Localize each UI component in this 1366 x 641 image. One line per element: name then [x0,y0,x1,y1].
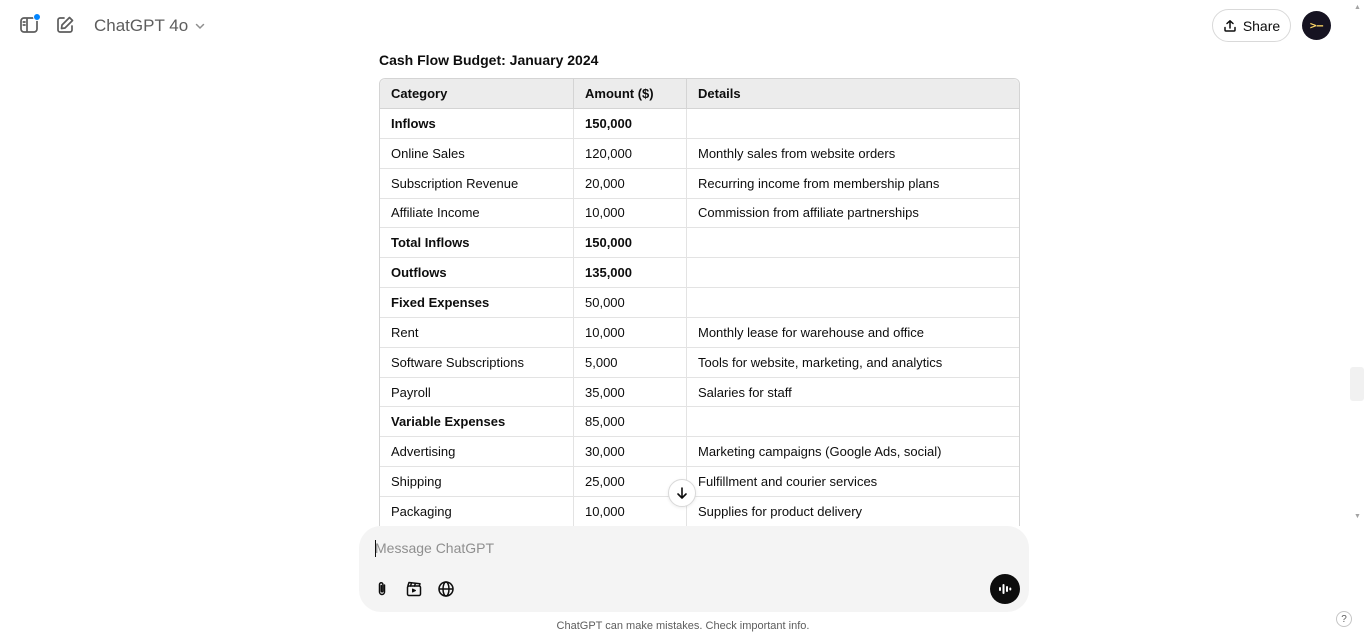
paperclip-icon [378,582,386,596]
cell-amount: 35,000 [574,377,687,408]
voice-waveform-icon [999,584,1012,594]
top-bar: ChatGPT 4o Share >– [0,0,1366,52]
cell-amount: 5,000 [574,347,687,378]
cell-details: Marketing campaigns (Google Ads, social) [687,437,1019,468]
clapperboard-icon [406,581,422,597]
sidebar-toggle-icon [20,17,38,33]
cell-amount: 10,000 [574,496,687,526]
cell-details [687,288,1019,318]
table-row: Outflows 135,000 [380,258,1019,289]
composer [359,526,1029,612]
disclaimer-text: ChatGPT can make mistakes. Check importa… [556,620,810,632]
help-button[interactable]: ? [1336,611,1352,627]
model-selector[interactable]: ChatGPT 4o [94,14,206,38]
table-row: Software Subscriptions 5,000 Tools for web… [380,347,1019,378]
table-header-row: Category Amount ($) Details [380,79,1019,109]
cell-amount: 10,000 [574,317,687,348]
voice-mode-button[interactable] [990,574,1020,604]
text-caret [375,540,376,557]
cell-amount: 150,000 [574,228,687,259]
cell-details: Supplies for product delivery [687,497,1019,526]
message-content: Cash Flow Budget: January 2024 Category … [379,52,1021,526]
scroll-to-bottom-button[interactable] [668,479,696,507]
cell-category: Fixed Expenses [380,288,574,318]
cell-amount: 10,000 [574,198,687,229]
cell-category: Shipping [380,467,574,497]
cell-amount: 85,000 [574,407,687,438]
cell-category: Packaging [380,496,574,526]
table-row: Rent 10,000 Monthly lease for warehouse an… [380,317,1019,348]
column-header-category: Category [380,79,574,109]
cell-details [687,407,1019,438]
help-label: ? [1341,613,1347,625]
column-header-amount: Amount ($) [574,79,687,109]
notification-dot [33,13,41,21]
cell-category: Outflows [380,258,574,289]
scrollbar-down-arrow[interactable]: ▼ [1354,513,1361,520]
table-row: Advertising 30,000 Marketing campaigns (Go… [380,437,1019,468]
chevron-down-icon [195,23,205,30]
share-label: Share [1242,17,1281,34]
column-header-details: Details [687,79,1019,109]
share-upload-icon [1224,19,1236,32]
cell-details: Salaries for staff [687,378,1019,408]
cell-details: Monthly lease for warehouse and office [687,318,1019,348]
cell-details: Monthly sales from website orders [687,139,1019,169]
arrow-down-icon [677,487,687,499]
cell-details: Commission from affiliate partnerships [687,199,1019,229]
cell-category: Variable Expenses [380,407,574,438]
table-row: Variable Expenses 85,000 [380,407,1019,438]
new-chat-icon [57,16,74,33]
table-row: Fixed Expenses 50,000 [380,288,1019,318]
cell-amount: 150,000 [574,109,687,139]
cell-category: Affiliate Income [380,198,574,229]
share-button[interactable]: Share [1212,9,1291,42]
new-chat-button[interactable] [51,11,79,39]
cell-amount: 30,000 [574,437,687,468]
cell-details [687,258,1019,289]
table-row: Payroll 35,000 Salaries for staff [380,377,1019,408]
avatar[interactable]: >– [1302,11,1331,40]
cell-category: Rent [380,317,574,348]
cell-category: Inflows [380,109,574,139]
cell-category: Total Inflows [380,228,574,259]
table-row: Affiliate Income 10,000 Commission from af… [380,198,1019,229]
cash-flow-table: Category Amount ($) Details Inflows 150,0… [379,78,1020,526]
tools-button[interactable] [401,576,427,602]
table-row: Packaging 10,000 Supplies for product deli… [380,496,1019,526]
cell-category: Subscription Revenue [380,168,574,199]
model-name: ChatGPT 4o [94,16,189,35]
cell-details: Recurring income from membership plans [687,169,1019,199]
table-row: Subscription Revenue 20,000 Recurring inco… [380,168,1019,199]
message-input[interactable] [375,536,995,560]
cell-amount: 20,000 [574,168,687,199]
cell-amount: 135,000 [574,258,687,289]
cell-category: Online Sales [380,138,574,169]
attach-button[interactable] [369,576,395,602]
web-search-button[interactable] [433,576,459,602]
cell-details [687,109,1019,139]
table-row: Total Inflows 150,000 [380,228,1019,259]
cell-amount: 50,000 [574,288,687,318]
sidebar-toggle-button[interactable] [15,11,43,39]
cell-category: Advertising [380,437,574,468]
avatar-text: >– [1309,19,1324,32]
table-row: Inflows 150,000 [380,109,1019,139]
scrollbar-up-arrow[interactable]: ▲ [1354,4,1361,11]
cell-details [687,228,1019,259]
cell-category: Software Subscriptions [380,347,574,378]
cell-details: Tools for website, marketing, and analyt… [687,348,1019,378]
scrollbar-thumb[interactable] [1350,367,1364,401]
globe-icon [438,581,454,597]
cell-amount: 120,000 [574,138,687,169]
table-row: Online Sales 120,000 Monthly sales from we… [380,138,1019,169]
cell-details: Fulfillment and courier services [687,467,1019,497]
table-title: Cash Flow Budget: January 2024 [379,52,599,68]
table-row: Shipping 25,000 Fulfillment and courier se… [380,467,1019,497]
cell-category: Payroll [380,377,574,408]
